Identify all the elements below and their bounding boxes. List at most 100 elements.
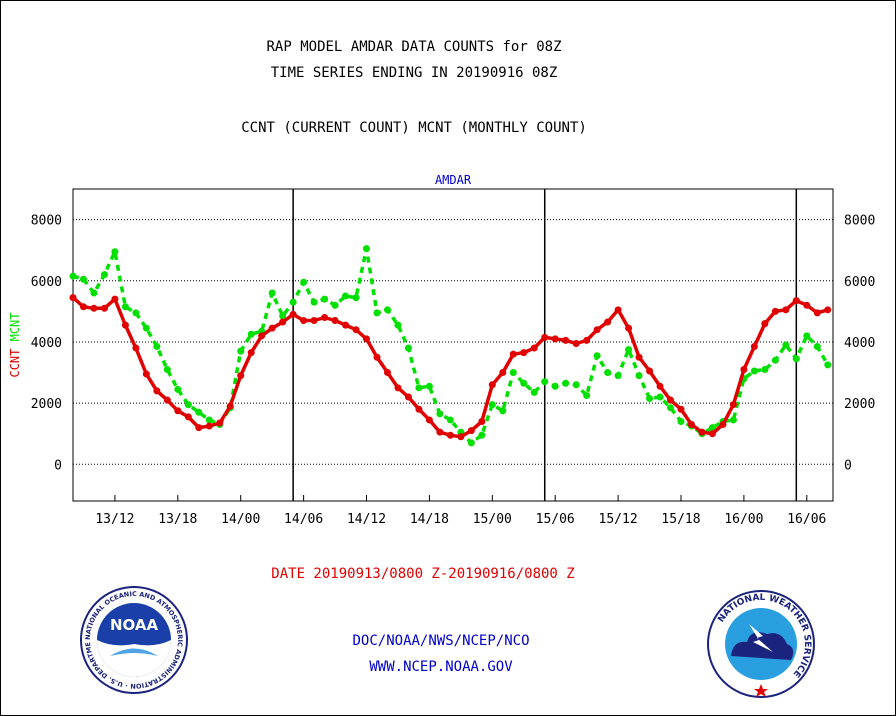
data-point-ccnt — [153, 387, 161, 395]
data-point-ccnt — [667, 396, 675, 404]
noaa-logo-text: NOAA — [110, 616, 159, 634]
y-tick-label-right: 4000 — [844, 336, 875, 351]
data-point-mcnt — [69, 272, 77, 280]
data-point-mcnt — [90, 289, 98, 297]
data-point-mcnt — [750, 367, 758, 375]
data-point-mcnt — [572, 381, 580, 389]
data-point-mcnt — [342, 292, 350, 300]
data-point-ccnt — [771, 307, 779, 315]
website-link[interactable]: WWW.NCEP.NOAA.GOV — [369, 659, 513, 675]
y-tick-label-right: 2000 — [844, 397, 875, 412]
data-point-ccnt — [677, 405, 685, 413]
data-point-ccnt — [457, 433, 465, 441]
data-point-mcnt — [625, 346, 633, 354]
data-point-mcnt — [614, 372, 622, 380]
data-point-mcnt — [373, 309, 381, 317]
data-point-mcnt — [100, 271, 108, 279]
data-point-ccnt — [436, 428, 444, 436]
x-tick-label: 14/06 — [284, 512, 323, 527]
data-point-mcnt — [184, 401, 192, 409]
x-tick-label: 13/12 — [95, 512, 134, 527]
data-point-mcnt — [383, 306, 391, 314]
data-point-ccnt — [572, 339, 580, 347]
data-point-ccnt — [729, 401, 737, 409]
x-tick-label: 13/18 — [158, 512, 197, 527]
data-point-mcnt — [163, 365, 171, 373]
data-point-mcnt — [593, 352, 601, 360]
data-point-mcnt — [247, 330, 255, 338]
nws-logo: NATIONAL WEATHER SERVICE — [707, 590, 815, 698]
x-tick-label: 14/18 — [410, 512, 449, 527]
data-point-ccnt — [163, 396, 171, 404]
data-point-mcnt — [488, 401, 496, 409]
data-point-mcnt — [813, 343, 821, 351]
data-point-ccnt — [404, 393, 412, 401]
panel-label: AMDAR — [435, 173, 472, 187]
data-point-ccnt — [394, 384, 402, 392]
data-point-ccnt — [247, 349, 255, 357]
data-point-ccnt — [446, 431, 454, 439]
x-tick-label: 15/00 — [473, 512, 512, 527]
data-point-mcnt — [300, 278, 308, 286]
data-point-mcnt — [310, 298, 318, 306]
data-point-mcnt — [352, 294, 360, 302]
data-point-ccnt — [132, 344, 140, 352]
y-tick-label-right: 0 — [844, 458, 852, 473]
data-point-mcnt — [604, 369, 612, 377]
data-point-mcnt — [205, 416, 213, 424]
data-point-ccnt — [551, 335, 559, 343]
plot-area — [72, 188, 834, 502]
data-point-ccnt — [719, 421, 727, 429]
data-point-ccnt — [614, 306, 622, 314]
data-point-ccnt — [100, 304, 108, 312]
data-point-ccnt — [520, 349, 528, 357]
data-point-ccnt — [226, 402, 234, 410]
data-point-mcnt — [195, 408, 203, 416]
data-point-mcnt — [635, 372, 643, 380]
data-point-ccnt — [205, 422, 213, 430]
data-point-ccnt — [761, 320, 769, 328]
data-point-ccnt — [79, 303, 87, 311]
data-point-mcnt — [667, 404, 675, 412]
data-point-ccnt — [289, 310, 297, 318]
y-axis-label-mcnt: MCNT — [8, 312, 22, 341]
data-point-mcnt — [656, 393, 664, 401]
data-point-ccnt — [488, 381, 496, 389]
data-point-mcnt — [520, 379, 528, 387]
data-point-mcnt — [499, 407, 507, 415]
x-tick-label: 14/12 — [347, 512, 386, 527]
data-point-ccnt — [174, 407, 182, 415]
data-point-mcnt — [541, 378, 549, 386]
data-point-mcnt — [530, 388, 538, 396]
data-point-mcnt — [803, 332, 811, 340]
data-point-mcnt — [446, 416, 454, 424]
data-point-ccnt — [698, 428, 706, 436]
data-point-ccnt — [625, 324, 633, 332]
data-point-mcnt — [404, 344, 412, 352]
data-point-ccnt — [656, 382, 664, 390]
noaa-logo: NATIONAL OCEANIC AND ATMOSPHERIC ADMINIS… — [80, 586, 188, 694]
data-point-ccnt — [90, 304, 98, 312]
data-point-mcnt — [824, 361, 832, 369]
data-point-mcnt — [646, 395, 654, 403]
data-point-mcnt — [153, 343, 161, 351]
data-point-mcnt — [289, 298, 297, 306]
date-range-label: DATE 20190913/0800 Z-20190916/0800 Z — [271, 566, 575, 582]
data-point-ccnt — [383, 369, 391, 377]
data-point-ccnt — [279, 318, 287, 326]
data-point-mcnt — [782, 341, 790, 349]
data-point-mcnt — [425, 382, 433, 390]
x-tick-label: 15/06 — [536, 512, 575, 527]
data-point-mcnt — [677, 417, 685, 425]
data-point-ccnt — [258, 332, 266, 340]
data-point-mcnt — [729, 416, 737, 424]
data-point-mcnt — [436, 410, 444, 418]
data-point-ccnt — [792, 297, 800, 305]
y-tick-label-left: 4000 — [31, 336, 62, 351]
data-point-ccnt — [373, 353, 381, 361]
data-point-ccnt — [562, 336, 570, 344]
data-point-ccnt — [331, 317, 339, 325]
data-point-ccnt — [111, 295, 119, 303]
data-point-ccnt — [142, 370, 150, 378]
data-point-ccnt — [415, 405, 423, 413]
